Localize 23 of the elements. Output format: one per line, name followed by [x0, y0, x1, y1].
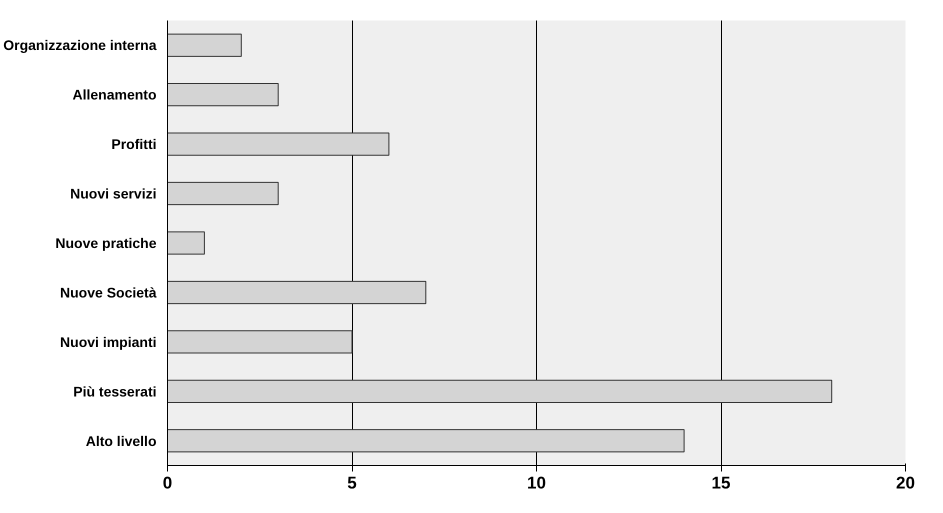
bar	[168, 132, 390, 156]
x-tick-label: 15	[712, 474, 730, 492]
y-tick-label: Più tesserati	[73, 383, 157, 400]
y-tick-label: Profitti	[111, 136, 157, 152]
x-tick-label: 5	[347, 474, 357, 492]
y-tick-label: Nuove Società	[60, 284, 157, 300]
y-tick-label: Alto livello	[86, 432, 157, 449]
x-tick-label: 10	[527, 474, 546, 492]
y-tick-label: Nuovi servizi	[70, 186, 157, 202]
bar	[168, 231, 205, 255]
y-tick-label: Organizzazione interna	[3, 37, 157, 54]
bar	[168, 330, 352, 354]
y-tick-label: Allenamento	[72, 86, 156, 103]
x-tick-label: 20	[896, 474, 915, 492]
bar	[168, 429, 685, 452]
bar	[168, 280, 426, 304]
bar	[168, 380, 832, 403]
y-tick-label: Nuove pratiche	[55, 235, 157, 251]
bar	[168, 83, 279, 106]
y-tick-label: Nuovi impianti	[60, 334, 157, 350]
bar	[168, 182, 279, 206]
x-tick-label: 0	[162, 474, 172, 492]
bar	[168, 34, 242, 57]
